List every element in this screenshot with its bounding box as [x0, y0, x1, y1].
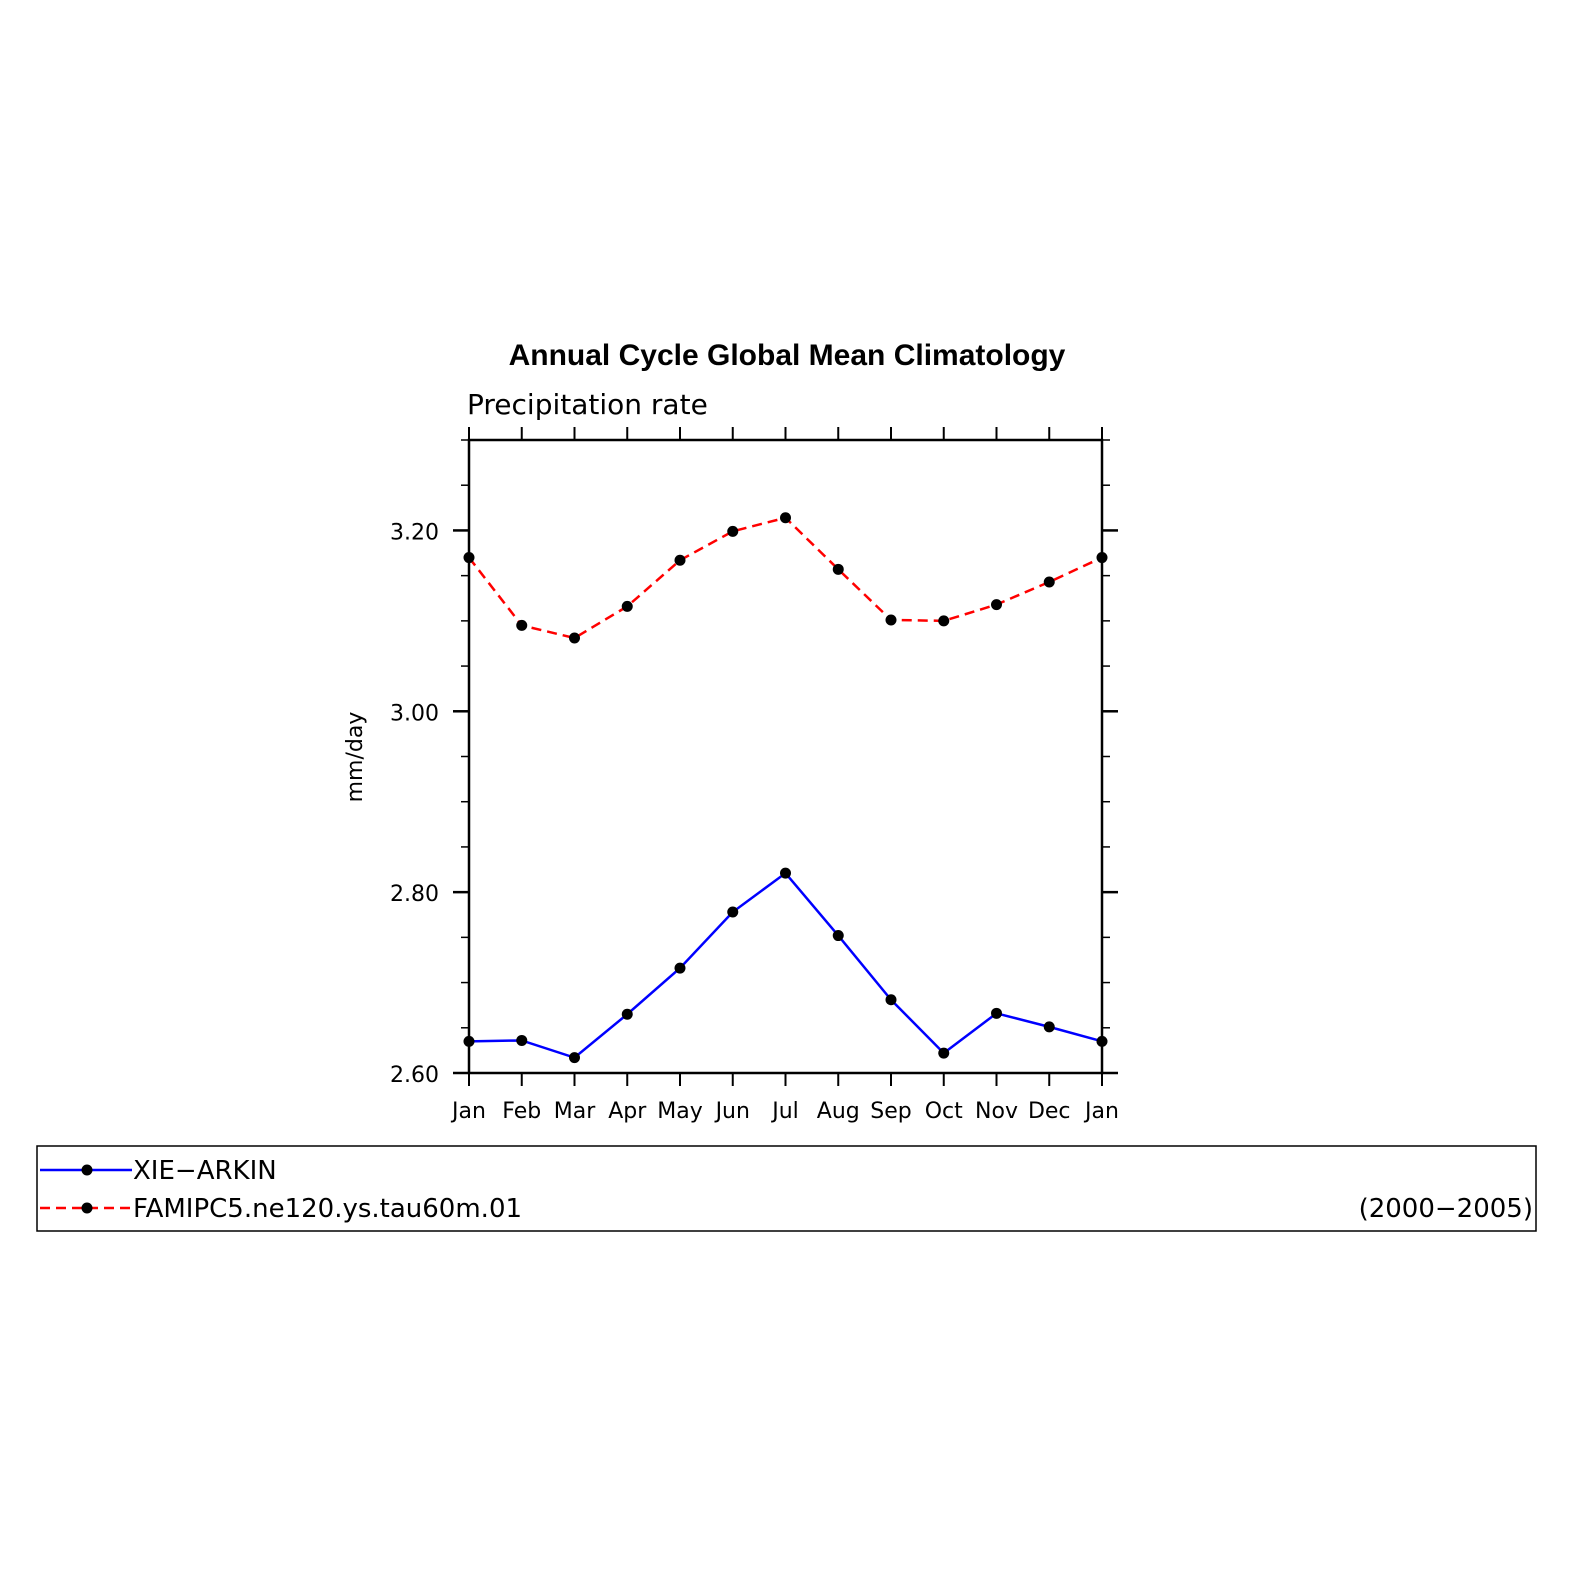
series-layer: [463, 512, 1108, 1064]
series-2-point: [463, 552, 475, 564]
series-2-point: [727, 525, 739, 537]
x-tick-label: Nov: [975, 1099, 1018, 1124]
series-1-point: [1096, 1035, 1108, 1047]
series-1-point: [463, 1035, 475, 1047]
legend-marker-1: [81, 1164, 93, 1176]
series-2-point: [780, 512, 791, 524]
series-1-point: [991, 1007, 1002, 1019]
series-2-point: [621, 600, 633, 612]
x-tick-label: Jun: [714, 1099, 750, 1124]
x-tick-label: Feb: [502, 1099, 541, 1124]
series-1-point: [674, 962, 686, 974]
legend-label-2: FAMIPC5.ne120.ys.tau60m.01: [133, 1194, 522, 1224]
x-tick-label: May: [657, 1099, 702, 1124]
y-tick-label: 2.60: [390, 1063, 439, 1088]
x-tick-label: Mar: [554, 1099, 596, 1124]
series-line-1: [468, 871, 1103, 1060]
series-1-point: [516, 1034, 528, 1046]
plot-axes: Jan Feb Mar Apr May Jun Jul Aug Sep Oct Nov Dec Jan 2…: [390, 427, 1119, 1124]
legend-box: [36, 1145, 1537, 1232]
series-1-point: [621, 1008, 633, 1020]
series-2-point: [938, 615, 950, 627]
x-tick-label: Apr: [608, 1099, 647, 1124]
y-tick-label: 2.80: [390, 882, 439, 907]
legend-marker-2: [81, 1202, 93, 1214]
series-2-point: [569, 632, 580, 644]
x-tick-label: Jan: [1083, 1099, 1119, 1124]
y-tick-label: 3.20: [390, 520, 439, 545]
series-1-point: [569, 1052, 580, 1064]
series-2-point: [1043, 576, 1055, 588]
series-line-2: [468, 516, 1103, 640]
series-2-point: [1096, 552, 1108, 564]
y-tick-label: 3.00: [390, 701, 439, 726]
x-tick-label: Sep: [870, 1099, 911, 1124]
x-tick-label: Jan: [450, 1099, 486, 1124]
y-axis-label: mm/day: [343, 712, 368, 803]
chart-subtitle: Precipitation rate: [467, 388, 708, 421]
series-2-point: [674, 554, 686, 566]
series-1-point: [780, 867, 791, 879]
series-2-point: [885, 614, 897, 626]
series-1-point: [885, 994, 897, 1006]
legend: (2000−2005) XIE−ARKIN FAMIPC5.ne120.ys.ta…: [36, 1145, 1537, 1232]
series-1-point: [832, 930, 844, 942]
series-2-point: [991, 599, 1002, 611]
plot-frame: [467, 438, 1104, 1075]
legend-period-label: (2000−2005): [1359, 1194, 1533, 1224]
chart-title: Annual Cycle Global Mean Climatology: [509, 339, 1066, 372]
series-1-point: [727, 906, 739, 918]
series-2-point: [832, 563, 844, 575]
x-tick-label: Aug: [817, 1099, 860, 1124]
series-2-point: [516, 619, 528, 631]
series-1-point: [1043, 1021, 1055, 1033]
x-tick-label: Jul: [770, 1099, 799, 1124]
x-tick-label: Dec: [1028, 1099, 1071, 1124]
x-tick-label: Oct: [925, 1099, 963, 1124]
series-1-point: [938, 1047, 950, 1059]
legend-label-1: XIE−ARKIN: [133, 1156, 277, 1186]
